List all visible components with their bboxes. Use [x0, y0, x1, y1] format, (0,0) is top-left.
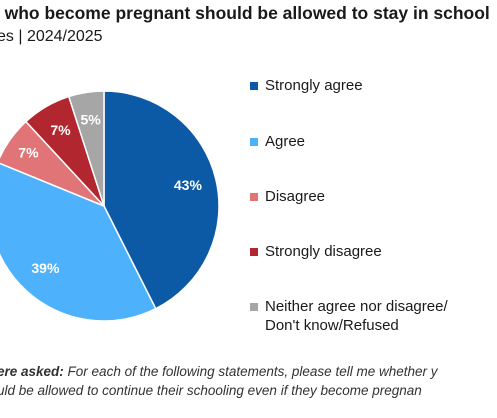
legend-label-strongly-disagree: Strongly disagree	[265, 243, 382, 260]
pie-chart: 43% 39% 7% 7% 5%	[0, 90, 220, 322]
pie-slice-strongly-agree	[103, 90, 220, 310]
legend-item-agree: Agree	[250, 132, 305, 151]
note-line2: uld be allowed to continue their schooli…	[0, 383, 422, 398]
legend-item-neither: Neither agree nor disagree/ Don't know/R…	[250, 297, 448, 335]
legend-swatch-agree	[250, 138, 258, 146]
data-label-strongly-agree: 43%	[174, 177, 203, 193]
legend-label-neither-line1: Neither agree nor disagree/	[265, 298, 448, 315]
legend-label-strongly-agree: Strongly agree	[265, 77, 363, 94]
legend-swatch-strongly-disagree	[250, 248, 258, 256]
legend-item-strongly-agree: Strongly agree	[250, 76, 363, 95]
legend-item-strongly-disagree: Strongly disagree	[250, 242, 382, 261]
chart-subtitle: es | 2024/2025	[0, 28, 103, 45]
note-line1: For each of the following statements, pl…	[63, 364, 438, 379]
chart-title: s who become pregnant should be allowed …	[0, 3, 490, 23]
data-label-agree: 39%	[31, 260, 60, 276]
legend-item-disagree: Disagree	[250, 187, 325, 206]
pie-slice-neither	[67, 90, 105, 207]
data-label-neither: 5%	[80, 112, 101, 128]
legend-swatch-neither	[250, 303, 258, 311]
note-lead: ere asked:	[0, 364, 64, 379]
legend-swatch-disagree	[250, 193, 258, 201]
legend-label-agree: Agree	[265, 133, 306, 150]
data-label-strongly-disagree: 7%	[50, 122, 71, 138]
legend-label-neither-line2: Don't know/Refused	[265, 317, 399, 334]
legend-swatch-strongly-agree	[250, 82, 258, 90]
question-note: ere asked: For each of the following sta…	[0, 362, 497, 400]
pie-slice-agree	[0, 162, 157, 322]
data-label-disagree: 7%	[18, 144, 39, 160]
legend-label-disagree: Disagree	[265, 188, 326, 205]
chart-title-container: s who become pregnant should be allowed …	[0, 2, 497, 26]
